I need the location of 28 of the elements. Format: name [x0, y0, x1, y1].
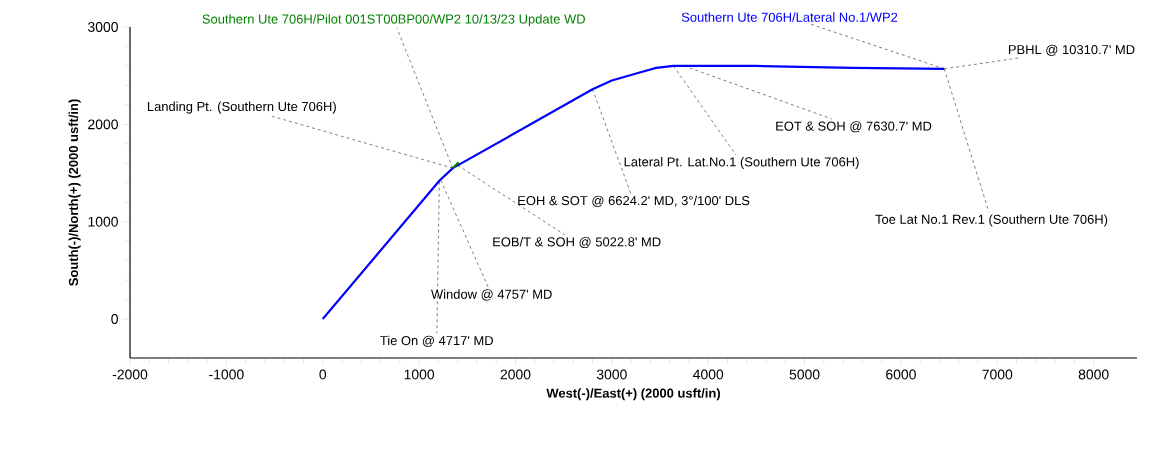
annotation: Lateral Pt. Lat.No.1 (Southern Ute 706H)	[624, 156, 859, 170]
annotation: Toe Lat No.1 Rev.1 (Southern Ute 706H)	[875, 214, 1108, 227]
text: Southern Ute 706H/Lateral No.1/WP2	[681, 12, 898, 22]
x-tick-label: 4000	[693, 369, 724, 380]
x-tick-label: -2000	[112, 369, 148, 380]
annotation: Tie On @ 4717' MD	[380, 335, 493, 347]
annotation: Landing Pt. (Southern Ute 706H)	[147, 101, 336, 114]
text: Southern Ute 706H/Pilot 001ST00BP00/WP2 10/13/23 Update WD	[202, 14, 585, 27]
x-tick-label: 7000	[982, 369, 1013, 380]
y-tick-label: 0	[111, 314, 118, 324]
x-axis-title: West(-)/East(+) (2000 usft/in)	[546, 388, 720, 401]
annotation: PBHL @ 10310.7' MD	[1008, 44, 1135, 56]
y-tick-label: 2000	[88, 119, 118, 130]
annotation: EOT & SOH @ 7630.7' MD	[776, 121, 932, 133]
y-tick-label: 3000	[88, 22, 118, 32]
annotation: Window @ 4757' MD	[431, 289, 552, 301]
x-tick-label: 1000	[404, 369, 435, 380]
x-tick-label: 8000	[1078, 369, 1109, 380]
x-tick-label: 3000	[596, 369, 627, 380]
y-tick-label: 1000	[88, 216, 118, 227]
x-tick-label: -1000	[209, 369, 244, 380]
x-tick-label: 5000	[789, 369, 820, 380]
x-tick-label: 0	[319, 369, 327, 380]
annotation: EOH & SOT @ 6624.2' MD, 3°/100' DLS	[518, 195, 750, 207]
x-tick-label: 2000	[500, 369, 531, 380]
y-axis-title: South(-)/North(+) (2000 usft/in)	[68, 99, 81, 286]
annotation: EOB/T & SOH @ 5022.8' MD	[493, 236, 661, 249]
x-tick-label: 6000	[886, 369, 916, 380]
